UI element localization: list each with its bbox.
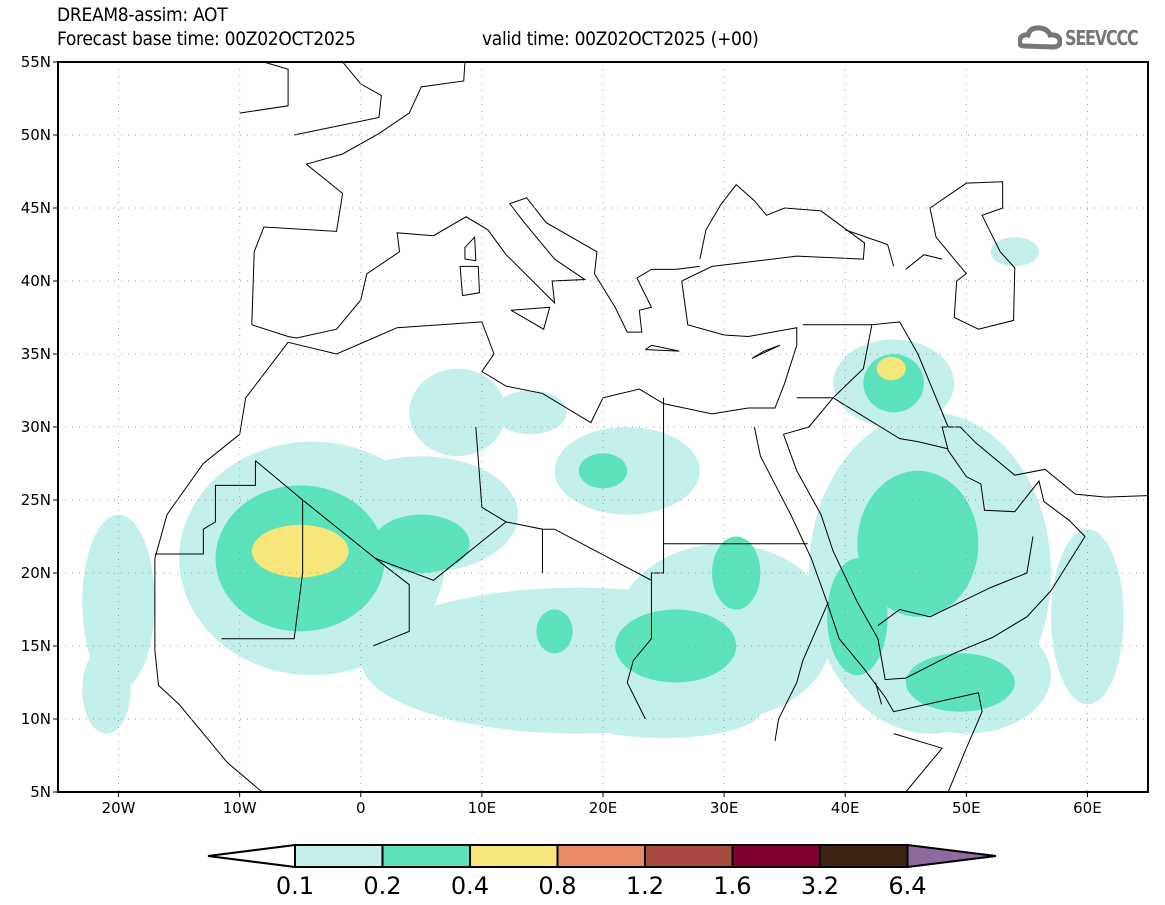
coastline	[645, 344, 680, 352]
colorbar-swatch	[731, 844, 821, 868]
axis-labels: 5N 10N 15N 20N 25N 30N 35N 40N 45N 50N 55N 20W 10W 0 1…	[21, 53, 1102, 817]
aot-contour	[578, 453, 628, 489]
lon-label: 20W	[102, 799, 136, 817]
coastline	[774, 602, 829, 741]
coastlines	[154, 62, 1148, 792]
coastline	[753, 426, 983, 792]
aot-contour	[566, 685, 761, 738]
coastline	[782, 426, 1148, 681]
coastline	[154, 183, 866, 559]
colorbar-label: 0.2	[363, 872, 401, 900]
gridlines	[58, 62, 1148, 792]
lat-label: 25N	[21, 491, 51, 509]
colorbar-min-arrow	[207, 843, 296, 869]
lon-label: 0	[356, 799, 366, 817]
lon-label: 60E	[1073, 799, 1102, 817]
aot-contour	[372, 514, 470, 573]
colorbar-label: 1.6	[713, 872, 751, 900]
coastline	[302, 499, 410, 647]
seevccc-logo: SEEVCCC	[1018, 24, 1156, 52]
colorbar-swatch	[644, 844, 734, 868]
lat-label: 40N	[21, 272, 51, 290]
colorbar-max-arrow	[906, 843, 997, 869]
lat-label: 55N	[21, 53, 51, 71]
lat-label: 5N	[30, 783, 51, 801]
coastline	[751, 344, 781, 359]
colorbar-label: 0.4	[451, 872, 489, 900]
aot-contour	[536, 609, 573, 654]
colorbar-label: 0.1	[276, 872, 314, 900]
colorbar-label: 3.2	[801, 872, 839, 900]
lon-label: 10E	[468, 799, 497, 817]
map-title: DREAM8-assim: AOT	[57, 4, 228, 26]
aot-contour	[554, 427, 700, 515]
aot-contour	[494, 390, 567, 435]
coastline	[542, 528, 652, 581]
colorbar-swatch	[381, 844, 471, 868]
coastline	[875, 682, 883, 705]
coastline	[464, 236, 477, 262]
coastline	[929, 181, 1016, 330]
aot-contour	[827, 558, 888, 676]
colorbar-swatch	[469, 844, 559, 868]
coastline	[239, 62, 289, 114]
lon-label: 30E	[710, 799, 739, 817]
coastline	[877, 587, 991, 626]
coastline	[154, 558, 263, 792]
coastline	[990, 536, 1034, 589]
aot-contour	[876, 356, 906, 381]
forecast-base-time: Forecast base time: 00Z02OCT2025	[57, 28, 356, 50]
lat-label: 50N	[21, 126, 51, 144]
lat-label: 20N	[21, 564, 51, 582]
lon-label: 40E	[831, 799, 860, 817]
coastline	[459, 265, 480, 297]
colorbar-swatch	[819, 844, 909, 868]
lat-label: 45N	[21, 199, 51, 217]
coastline	[845, 229, 895, 267]
coastline	[475, 426, 507, 523]
lon-label: 50E	[952, 799, 981, 817]
colorbar-label: 0.8	[538, 872, 576, 900]
coastline	[154, 460, 256, 555]
valid-time: valid time: 00Z02OCT2025 (+00)	[482, 28, 759, 50]
coastline	[905, 254, 943, 270]
lat-label: 15N	[21, 637, 51, 655]
coastline	[251, 62, 466, 325]
colorbar-label: 6.4	[888, 872, 926, 900]
aot-contour	[990, 237, 1039, 267]
cloud-icon	[1018, 25, 1062, 50]
lat-label: 30N	[21, 418, 51, 436]
colorbar-swatch	[294, 844, 384, 868]
coastline	[251, 197, 700, 339]
coastline	[783, 397, 834, 435]
colorbar: 0.1 0.2 0.4 0.8 1.2 1.6 3.2 6.4	[207, 843, 997, 900]
aot-contour	[615, 609, 737, 683]
aot-contour	[1051, 529, 1124, 705]
aot-contour	[82, 646, 131, 734]
coastline	[221, 460, 304, 640]
coastline	[893, 733, 943, 792]
colorbar-label: 1.2	[626, 872, 664, 900]
aot-contour	[251, 524, 349, 578]
coastline	[832, 397, 918, 443]
coastline	[294, 62, 382, 136]
coastline	[917, 441, 949, 450]
lat-label: 10N	[21, 710, 51, 728]
aot-contour	[905, 653, 1015, 712]
lon-label: 20E	[589, 799, 618, 817]
aot-contour	[712, 536, 761, 610]
aot-fields	[82, 237, 1124, 738]
lat-label: 35N	[21, 345, 51, 363]
coastline	[626, 397, 665, 720]
aot-contour	[409, 368, 507, 457]
aot-contour	[857, 470, 979, 617]
lon-label: 10W	[223, 799, 257, 817]
colorbar-swatch	[556, 844, 646, 868]
coastline	[510, 306, 551, 330]
